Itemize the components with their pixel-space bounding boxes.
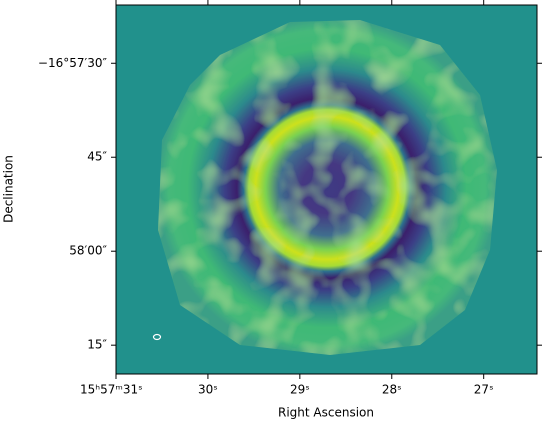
y-axis-label: Declination — [2, 155, 16, 223]
disc — [158, 20, 497, 355]
x-tick-label: 15ʰ57ᵐ31ˢ — [80, 383, 143, 397]
y-tick-label: 58′00″ — [69, 244, 107, 258]
y-tick-label: 15″ — [87, 338, 107, 352]
x-tick-label: 27ˢ — [474, 383, 494, 397]
beam — [152, 333, 162, 341]
x-tick-label: 28ˢ — [382, 383, 402, 397]
x-tick-label: 30ˢ — [198, 383, 218, 397]
y-tick-label: 45″ — [87, 150, 107, 164]
image — [116, 5, 537, 374]
x-tick-label: 29ˢ — [290, 383, 310, 397]
frame — [115, 4, 538, 375]
x-axis-label: Right Ascension — [278, 406, 374, 420]
y-tick-label: −16°57′30″ — [38, 56, 108, 70]
